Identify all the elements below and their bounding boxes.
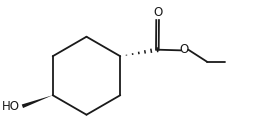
Text: HO: HO — [2, 100, 20, 113]
Text: O: O — [153, 6, 162, 19]
Text: O: O — [180, 43, 189, 56]
Polygon shape — [22, 95, 53, 108]
